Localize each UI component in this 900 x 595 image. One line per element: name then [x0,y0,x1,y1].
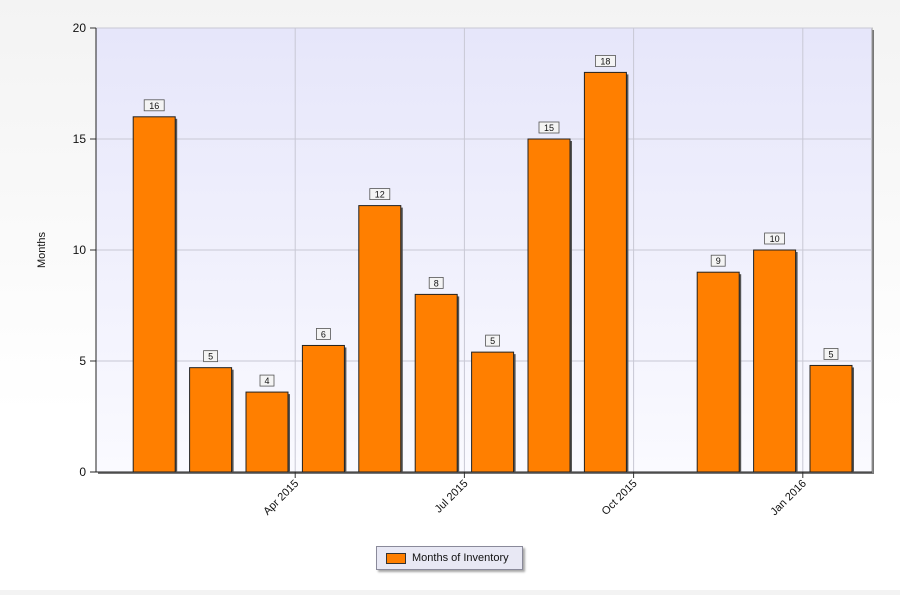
data-label-box [710,254,726,267]
data-label-box [203,350,219,363]
legend: Months of Inventory [376,546,523,570]
bar [132,116,176,473]
bar [414,293,458,473]
data-label-box [315,328,331,340]
data-label-box [538,121,560,134]
bar [358,205,402,473]
data-label-box [428,276,444,289]
data-label: 6 [321,329,326,339]
data-label: 4 [264,376,269,386]
x-tick-label: Apr 2015 [261,478,301,518]
data-label: 5 [208,352,213,362]
data-label-box [764,232,785,245]
data-label: 5 [490,336,495,346]
data-label-box [259,374,275,387]
bar [753,249,797,473]
data-label-box [823,348,839,360]
x-tick-label: Oct 2015 [600,478,640,518]
data-label: 18 [600,56,610,66]
y-axis-label: Months [36,231,48,268]
data-label: 8 [434,278,439,288]
y-tick-label: 5 [79,354,86,368]
bar [809,364,853,473]
data-label: 5 [828,349,833,359]
bar [583,71,627,473]
data-label-box [143,99,165,112]
bar [245,391,289,473]
data-label: 16 [149,101,159,111]
bar [301,344,345,473]
bar [189,367,233,473]
x-tick-label: Jan 2016 [768,478,808,518]
data-label: 12 [375,190,385,200]
data-label-box [485,334,501,347]
data-label: 15 [544,123,554,133]
data-label: 10 [770,234,780,244]
y-tick-label: 0 [79,465,86,479]
legend-label: Months of Inventory [412,552,509,564]
y-tick-label: 15 [73,132,87,146]
x-tick-label: Jul 2015 [433,478,471,516]
data-label: 9 [716,256,721,266]
y-tick-label: 10 [73,243,87,257]
bar [527,138,571,473]
data-label-box [595,55,616,67]
data-label-box [369,188,391,201]
bar [471,351,515,473]
y-tick-label: 20 [73,21,87,35]
bar [696,271,740,473]
legend-swatch [386,552,406,564]
